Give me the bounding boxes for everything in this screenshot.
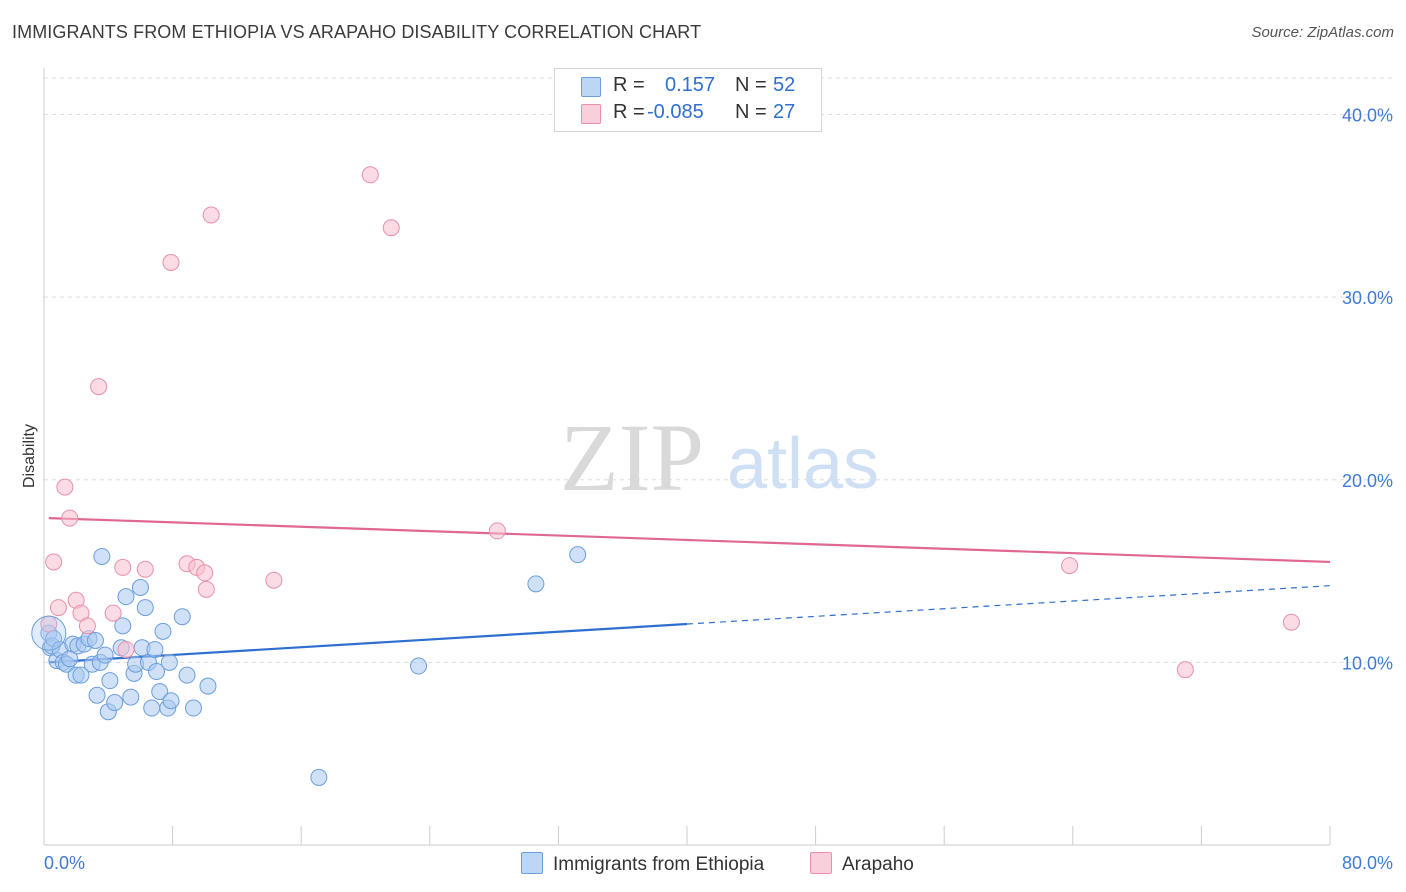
legend-n-value: 52 (773, 74, 796, 96)
point-arapaho (202, 206, 220, 224)
point-ethiopia (569, 546, 587, 564)
series-label-ethiopia: Immigrants from Ethiopia (553, 854, 765, 875)
tick-labels: 10.0% 20.0% 30.0% 40.0% 0.0% 80.0% (44, 106, 1393, 873)
point-arapaho (196, 564, 214, 582)
y-tick-label: 20.0% (1342, 471, 1393, 491)
legend-swatch-pink (581, 104, 601, 124)
x-tick-label: 0.0% (44, 853, 85, 873)
point-arapaho (56, 478, 74, 496)
point-ethiopia (86, 631, 104, 649)
y-tick-label: 10.0% (1342, 653, 1393, 673)
series-swatch-blue (521, 852, 543, 874)
watermark: ZIP atlas (560, 404, 879, 511)
series-legend: Immigrants from Ethiopia Arapaho (0, 852, 1406, 878)
point-ethiopia (117, 588, 135, 606)
x-tick-label: 80.0% (1342, 853, 1393, 873)
point-arapaho (1061, 557, 1079, 575)
point-ethiopia (106, 694, 124, 712)
grid-lines (44, 77, 1392, 663)
point-arapaho (61, 509, 79, 527)
legend-row-ethiopia: R = 0.157 N = 52 (555, 74, 821, 100)
watermark-zip: ZIP (560, 404, 704, 511)
point-ethiopia (148, 663, 166, 681)
correlation-legend: R = 0.157 N = 52 R = -0.085 N = 27 (554, 68, 822, 132)
point-ethiopia (160, 653, 178, 671)
axes (43, 68, 1331, 846)
chart-source: Source: ZipAtlas.com (1251, 24, 1394, 41)
point-ethiopia (114, 617, 132, 635)
point-arapaho (1176, 661, 1194, 679)
legend-swatch-blue (581, 77, 601, 97)
point-ethiopia (143, 699, 161, 717)
point-ethiopia (88, 686, 106, 704)
point-ethiopia (101, 672, 119, 690)
y-axis-label: Disability (21, 424, 38, 488)
point-arapaho (162, 253, 180, 271)
watermark-atlas: atlas (727, 424, 879, 504)
point-ethiopia (136, 599, 154, 617)
point-ethiopia (93, 547, 111, 565)
point-arapaho (488, 522, 506, 540)
legend-n-value: 27 (773, 101, 796, 123)
point-arapaho (136, 560, 154, 578)
point-ethiopia (131, 579, 149, 597)
point-arapaho (1282, 613, 1300, 631)
y-tick-label: 40.0% (1342, 106, 1393, 126)
point-ethiopia (162, 692, 180, 710)
point-arapaho (382, 219, 400, 237)
series-legend-ethiopia[interactable]: Immigrants from Ethiopia (521, 852, 764, 876)
series-label-arapaho: Arapaho (842, 854, 914, 875)
legend-row-arapaho: R = -0.085 N = 27 (555, 101, 821, 127)
point-ethiopia (310, 768, 328, 786)
point-ethiopia (199, 677, 217, 695)
point-ethiopia (154, 622, 172, 640)
point-ethiopia-large (31, 615, 67, 651)
point-ethiopia (122, 688, 140, 706)
point-ethiopia (178, 666, 196, 684)
point-ethiopia (410, 657, 428, 675)
trend-lines (48, 517, 1331, 664)
point-arapaho (90, 378, 108, 396)
legend-n-label: N = (735, 74, 767, 96)
chart-title: IMMIGRANTS FROM ETHIOPIA VS ARAPAHO DISA… (12, 22, 702, 42)
series-legend-arapaho[interactable]: Arapaho (810, 852, 914, 876)
point-ethiopia (96, 646, 114, 664)
legend-r-label: R = (613, 101, 645, 123)
legend-r-value: 0.157 (665, 74, 716, 96)
point-arapaho (49, 599, 67, 617)
point-ethiopia (527, 575, 545, 593)
point-ethiopia (184, 699, 202, 717)
point-ethiopia (151, 683, 169, 701)
series-swatch-pink (810, 852, 832, 874)
point-ethiopia (173, 608, 191, 626)
point-arapaho (117, 641, 135, 659)
trend-line-arapaho (48, 517, 1331, 564)
point-ethiopia (72, 666, 90, 684)
point-arapaho (361, 166, 379, 184)
legend-r-label: R = (613, 74, 645, 96)
point-arapaho (197, 580, 215, 598)
point-arapaho (78, 617, 96, 635)
y-tick-label: 30.0% (1342, 288, 1393, 308)
data-points (31, 166, 1300, 786)
point-arapaho (265, 571, 283, 589)
point-arapaho (104, 604, 122, 622)
legend-r-value: -0.085 (647, 101, 704, 123)
point-ethiopia (146, 641, 164, 659)
legend-n-label: N = (735, 101, 767, 123)
point-arapaho (114, 558, 132, 576)
point-arapaho (45, 553, 63, 571)
trend-line-ethiopia-extension (686, 585, 1331, 625)
